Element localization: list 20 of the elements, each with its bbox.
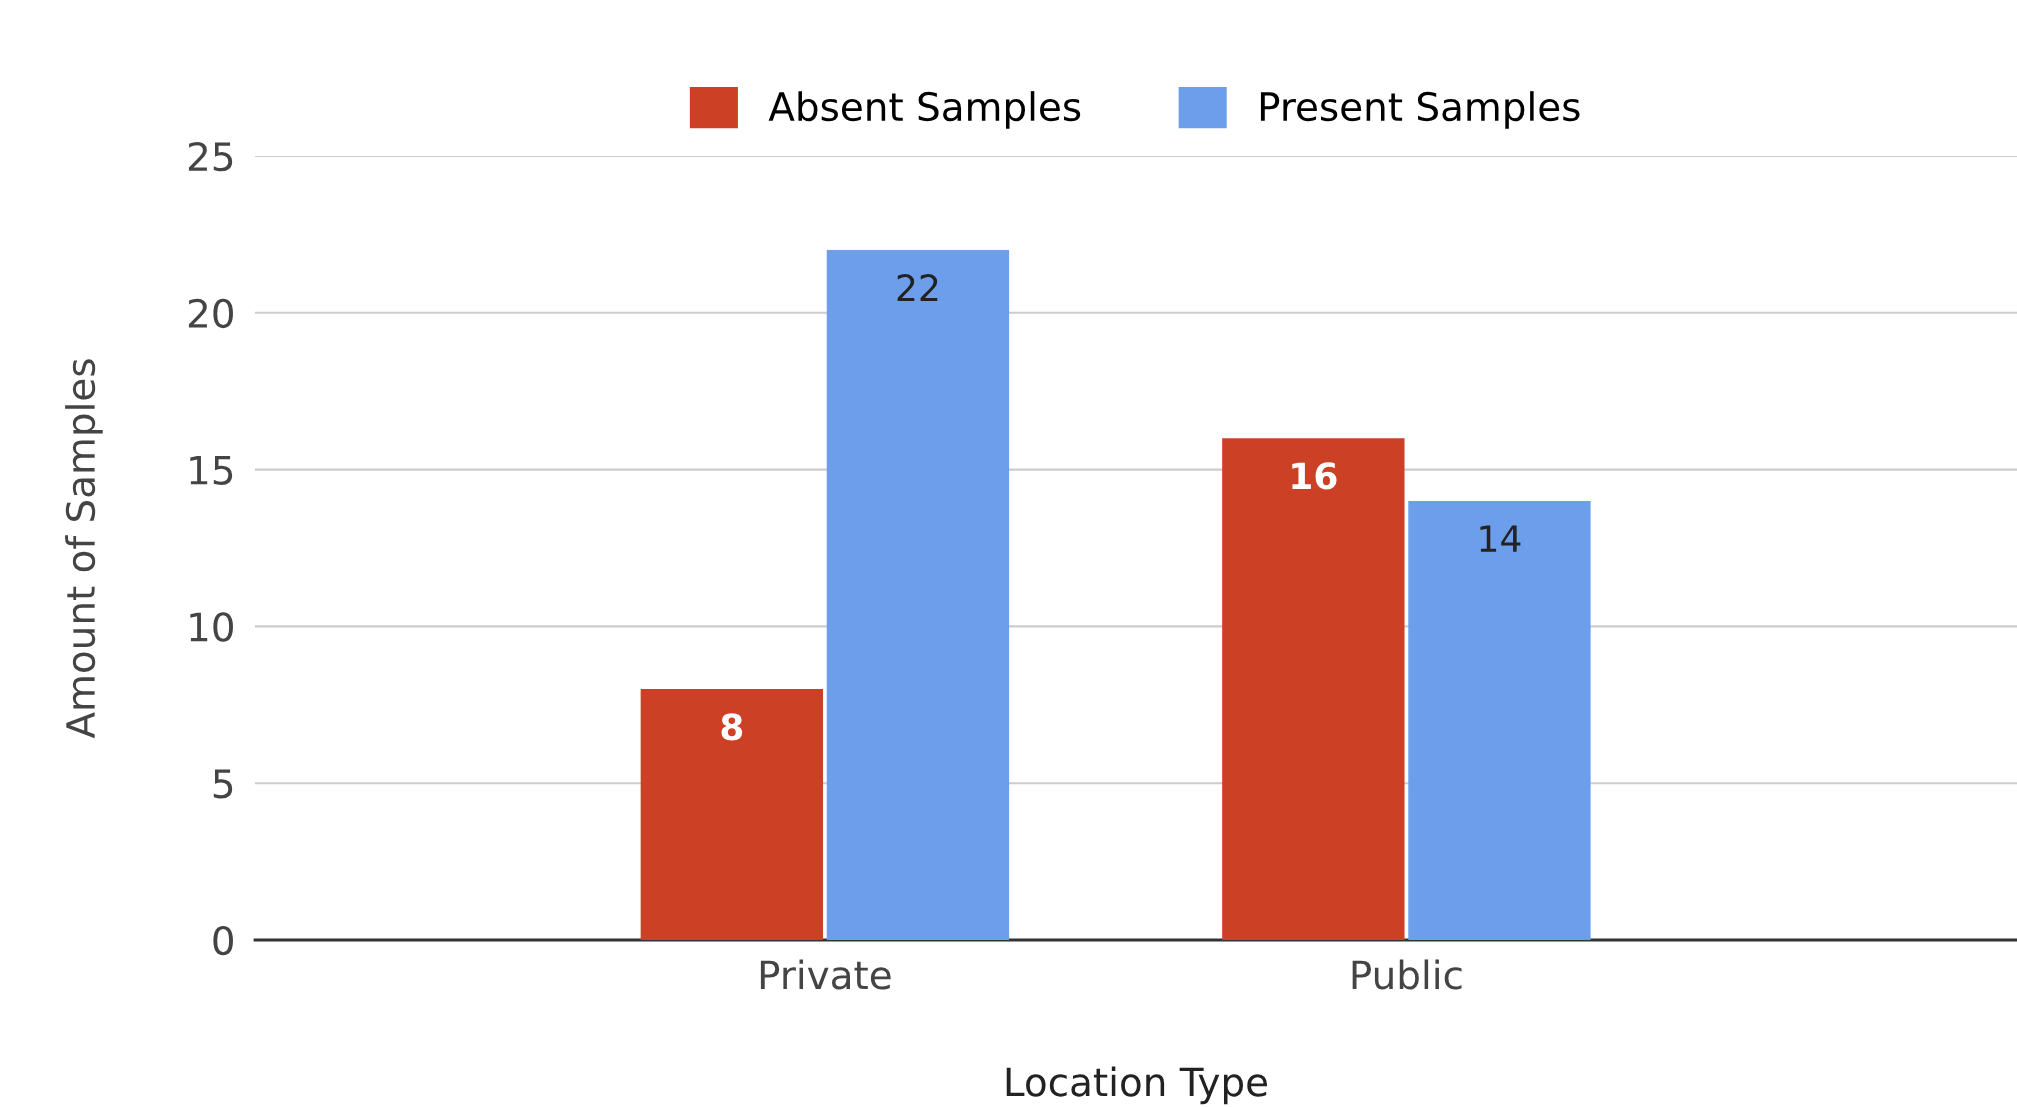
y-tick-label: 25 [188,141,233,172]
legend-label: Present Samples [1260,91,1580,129]
y-tick-label: 20 [188,298,233,329]
bar [640,689,824,940]
bar [1222,438,1405,940]
legend-label: Absent Samples [768,91,1081,129]
data-label: 14 [1480,525,1521,552]
y-axis-title: Amount of Samples [65,359,103,739]
data-label: 8 [721,713,743,741]
data-label: 22 [897,274,938,301]
x-tick-label: Private [760,959,891,990]
x-axis-title: Location Type [1006,1066,1267,1105]
x-tick-label: Public [1352,959,1462,990]
y-tick-label: 15 [190,456,233,485]
y-tick-label: 0 [213,925,233,956]
data-label: 16 [1292,462,1337,490]
y-tick-label: 10 [190,612,233,642]
bar [826,250,1010,940]
y-tick-label: 5 [213,769,233,799]
bar [1408,500,1591,940]
